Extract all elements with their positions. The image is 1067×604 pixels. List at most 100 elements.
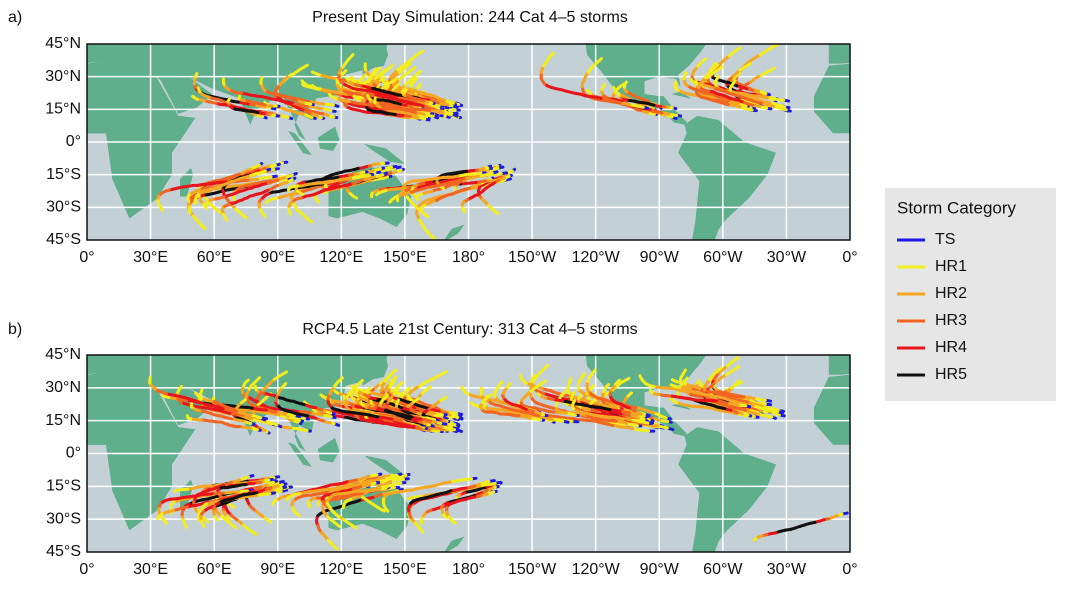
land: [444, 224, 465, 240]
land: [318, 438, 340, 463]
storm-track: [401, 87, 407, 94]
storm-track: [386, 78, 396, 86]
legend-label: HR3: [935, 312, 967, 329]
storm-track: [186, 198, 191, 204]
storm-track: [376, 84, 381, 90]
storm-track: [388, 198, 394, 204]
storm-track: [711, 62, 717, 69]
storm-track: [304, 216, 314, 224]
land: [364, 455, 405, 476]
storm-track: [327, 92, 333, 98]
storm-track: [682, 71, 688, 78]
y-tick-label: 15°S: [46, 166, 81, 183]
storm-track: [158, 205, 164, 212]
land: [943, 480, 956, 508]
x-tick-label: 90°E: [260, 249, 295, 266]
storm-track: [461, 207, 466, 214]
storm-track: [410, 186, 415, 193]
storm-track: [437, 370, 448, 378]
storm-track: [352, 84, 358, 90]
storm-track: [782, 36, 791, 41]
panel-title: Present Day Simulation: 244 Cat 4–5 stor…: [312, 9, 628, 26]
land: [813, 374, 850, 445]
storm-track: [191, 94, 197, 100]
land: [87, 61, 196, 219]
storm-track: [594, 57, 603, 66]
storm-track: [375, 191, 381, 197]
storm-track: [347, 53, 355, 61]
y-tick-label: 0°: [66, 133, 81, 150]
storm-track: [365, 76, 372, 83]
storm-track: [766, 66, 776, 74]
storm-track: [259, 76, 264, 83]
storm-track: [412, 397, 420, 404]
storm-track: [226, 97, 231, 103]
storm-track: [356, 378, 364, 386]
storm-track: [238, 211, 248, 220]
land: [288, 442, 312, 467]
legend-label: HR2: [935, 285, 967, 302]
storm-track: [196, 86, 201, 92]
storm-track: [402, 88, 409, 94]
storm-track: [618, 82, 626, 89]
storm-track: [407, 66, 417, 74]
storm-track: [384, 79, 389, 86]
y-tick-label: 30°N: [45, 68, 81, 85]
storm-track: [612, 85, 617, 91]
x-tick-label: 150°W: [508, 249, 557, 266]
storm-track: [213, 207, 222, 214]
legend-label: HR1: [935, 258, 967, 275]
storm-track: [389, 368, 398, 376]
y-tick-label: 45°N: [45, 35, 81, 52]
storm-track: [352, 78, 358, 83]
x-tick-label: 30°E: [133, 249, 168, 266]
land: [0, 116, 13, 247]
x-tick-label: 60°W: [703, 249, 743, 266]
land: [318, 126, 340, 151]
storm-track: [689, 78, 695, 84]
storm-track: [715, 74, 720, 81]
storm-track: [298, 191, 305, 197]
storm-track: [340, 69, 348, 77]
storm-track: [417, 82, 422, 89]
storm-track: [424, 385, 433, 392]
storm-track: [699, 57, 708, 65]
y-tick-label: 15°N: [45, 101, 81, 118]
land: [585, 44, 706, 125]
storm-track: [731, 79, 737, 86]
storm-track: [287, 209, 293, 216]
storm-track: [260, 211, 267, 218]
land: [671, 403, 692, 410]
storm-track: [372, 67, 378, 74]
land: [328, 165, 412, 227]
x-tick-label: 60°E: [197, 249, 232, 266]
storm-track: [412, 76, 418, 84]
land: [678, 427, 776, 552]
land: [828, 44, 850, 64]
x-tick-label: 0°: [79, 249, 94, 266]
storm-track: [389, 398, 394, 404]
storm-track: [415, 193, 421, 199]
storm-track: [601, 82, 606, 89]
map: [0, 36, 850, 247]
land: [813, 63, 850, 134]
storm-track: [392, 84, 399, 90]
storm-track: [193, 199, 198, 205]
storm-track: [392, 388, 400, 396]
storm-track: [264, 198, 271, 205]
map: [87, 355, 956, 552]
storm-track: [193, 72, 199, 79]
legend-label: HR5: [935, 366, 967, 383]
storm-track: [390, 379, 396, 387]
x-tick-label: 90°W: [640, 249, 680, 266]
storm-track: [360, 73, 367, 81]
storm-track: [301, 82, 306, 88]
storm-track: [315, 198, 321, 204]
storm-track: [299, 63, 309, 71]
storm-track: [232, 196, 237, 203]
storm-track: [383, 393, 389, 400]
storm-track: [396, 80, 401, 87]
land: [444, 536, 465, 552]
storm-track: [404, 386, 412, 393]
land: [671, 91, 692, 99]
